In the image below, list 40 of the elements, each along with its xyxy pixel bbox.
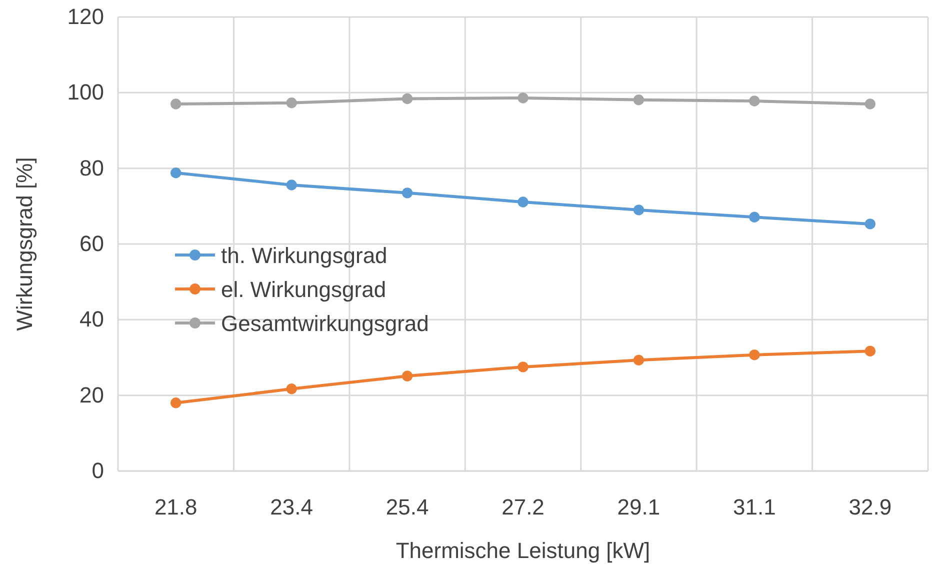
point [633, 204, 644, 216]
point [286, 384, 297, 394]
point [864, 346, 876, 356]
point [633, 354, 644, 366]
x-axis-title: Thermische Leistung [kW] [396, 538, 650, 563]
point [170, 398, 182, 408]
point [518, 362, 528, 372]
y-tick-label: 60 [80, 231, 104, 256]
legend-label: el. Wirkungsgrad [221, 277, 386, 302]
x-tick-label: 21.8 [154, 494, 198, 520]
x-tick-label: 23.4 [270, 494, 313, 520]
point [518, 92, 528, 104]
point [170, 98, 182, 110]
point [518, 196, 528, 208]
point [749, 96, 760, 106]
point [170, 168, 182, 178]
y-tick-label: 40 [80, 306, 104, 332]
point [286, 180, 297, 190]
x-tick-label: 31.1 [733, 494, 776, 520]
point [402, 188, 413, 198]
point [864, 218, 876, 230]
x-tick-label: 32.9 [848, 494, 892, 520]
point [749, 350, 760, 360]
point [749, 212, 760, 222]
y-tick-label: 80 [80, 155, 104, 180]
point [402, 370, 413, 382]
y-tick-label: 20 [80, 382, 104, 408]
x-tick-label: 25.4 [386, 494, 429, 520]
point [286, 98, 297, 108]
point [402, 93, 413, 104]
x-tick-label: 29.1 [617, 494, 660, 520]
point [633, 94, 644, 106]
legend-label: th. Wirkungsgrad [221, 243, 388, 268]
y-tick-label: 100 [67, 80, 104, 105]
legend-label: Gesamtwirkungsgrad [221, 311, 429, 336]
y-axis-title: Wirkungsgrad [%] [12, 157, 37, 331]
y-tick-label: 120 [67, 4, 104, 30]
y-tick-label: 0 [92, 458, 104, 484]
x-tick-label: 27.2 [502, 494, 544, 520]
point [864, 98, 876, 110]
